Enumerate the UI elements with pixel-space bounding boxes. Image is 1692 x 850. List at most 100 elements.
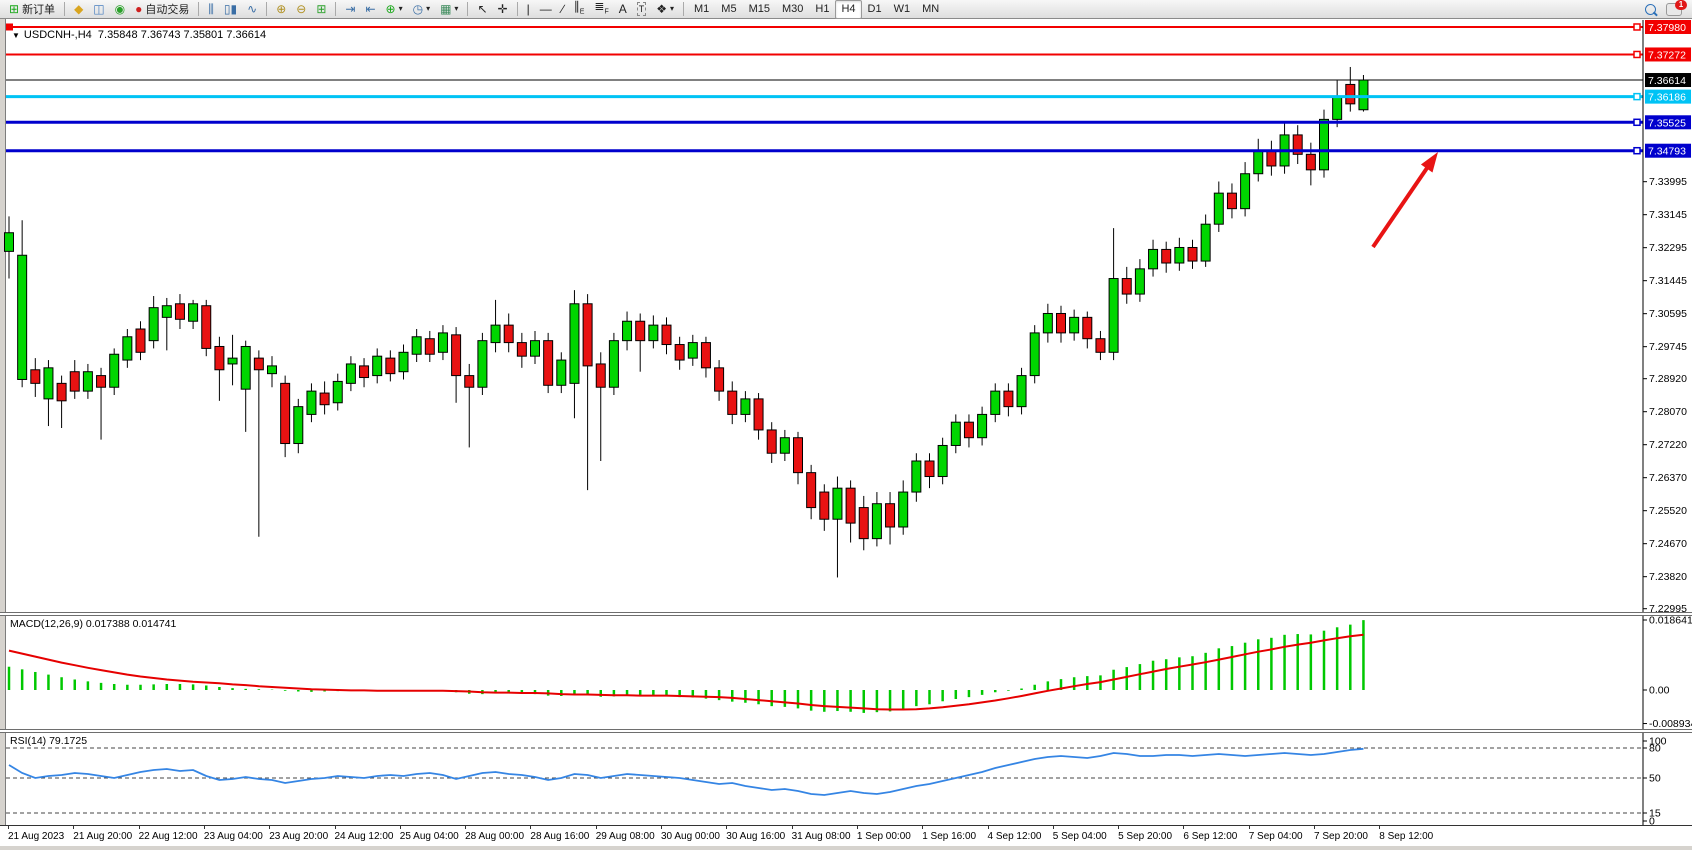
line-anchor-handle[interactable] [1633, 118, 1641, 127]
candle-bullish [990, 390, 1001, 415]
timeframe-button-w1[interactable]: W1 [893, 3, 911, 15]
fibonacci-icon: ≣F [594, 0, 609, 16]
candle-bullish [1332, 95, 1343, 120]
candle-bearish [464, 375, 475, 388]
cursor-icon: ↖ [477, 2, 488, 16]
rsi-axis-tick-label: 100 [1649, 736, 1667, 748]
candle-bullish [1213, 192, 1224, 225]
line-anchor-handle[interactable] [1633, 92, 1641, 101]
channel-icon: ∥E [573, 0, 585, 16]
separator [266, 2, 268, 16]
line-chart-mode-button[interactable]: ∿ [242, 0, 262, 19]
time-axis-label: 6 Sep 12:00 [1183, 831, 1238, 842]
price-chart-canvas[interactable]: 7.37980 7.37272 7.36186 7.35525 7.34793 7.366… [0, 20, 1692, 612]
line-anchor-handle[interactable] [1633, 50, 1641, 59]
chart-symbol-period: USDCNH-,H4 [23, 29, 92, 41]
candle-bullish [345, 363, 356, 384]
periods-button[interactable]: ◷ ▾ [408, 0, 436, 19]
horizontal-line-tool-button[interactable]: — [535, 0, 557, 19]
channel-tool-button[interactable]: ∥E [569, 0, 590, 19]
candle-bearish [661, 324, 672, 346]
candle-bearish [96, 375, 107, 388]
text-tool-button[interactable]: A [614, 0, 632, 19]
candle-bullish [530, 340, 540, 357]
chart-menu-icon[interactable]: ▼ [12, 31, 20, 40]
arrow-annotation-head[interactable] [1420, 152, 1438, 173]
time-axis[interactable]: 21 Aug 2023 21 Aug 20:00 22 Aug 12:00 23 Au… [0, 825, 1692, 847]
macd-axis-tick-label: 0.018641 [1649, 616, 1692, 627]
trendline-tool-button[interactable]: ∕ [557, 0, 569, 19]
candle-bearish [424, 338, 435, 355]
cursor-button[interactable]: ↖ [472, 0, 492, 19]
new-order-button[interactable]: ⊞ 新订单 [4, 0, 60, 19]
timeframe-button-m15[interactable]: M15 [748, 3, 770, 15]
signals-button[interactable]: ◉ [110, 0, 130, 19]
time-axis-label: 21 Aug 2023 [8, 831, 65, 842]
time-axis-tick [399, 826, 401, 829]
timeframe-button-m1[interactable]: M1 [694, 3, 710, 15]
candle-bullish [1042, 312, 1053, 334]
candle-bullish [950, 421, 961, 446]
candle-bearish [174, 303, 185, 320]
timeframe-button-mn[interactable]: MN [922, 3, 940, 15]
timeframe-button-d1[interactable]: D1 [867, 3, 882, 15]
price-line-label: 7.35525 [1648, 117, 1686, 129]
templates-button[interactable]: ▦ ▾ [435, 0, 463, 19]
timeframe-group: M1 M5 M15 M30 H1 H4 D1 W1 MN [688, 0, 945, 19]
zoom-out-button[interactable]: ⊖ [291, 0, 311, 19]
bar-chart-mode-button[interactable]: ⫼ [203, 0, 219, 19]
timeframe-button-h1[interactable]: H1 [815, 3, 830, 15]
fibonacci-tool-button[interactable]: ≣F [589, 0, 613, 19]
candlestick-mode-button[interactable]: ▯▮ [219, 0, 242, 19]
candle-bullish [1174, 246, 1185, 264]
macd-panel-canvas[interactable]: MACD(12,26,9) 0.017388 0.014741 0.018641 0… [0, 616, 1692, 729]
panel-separator[interactable] [0, 612, 1692, 616]
arrows-tool-button[interactable]: ❖ ▾ [651, 0, 679, 19]
candle-bearish [1187, 246, 1198, 262]
candle-bullish [1134, 268, 1145, 295]
time-axis-label: 23 Aug 04:00 [203, 831, 263, 842]
vertical-line-icon: | [526, 2, 530, 16]
timeframe-button-m5[interactable]: M5 [721, 3, 737, 15]
line-anchor-handle[interactable] [1633, 146, 1641, 155]
chart-shift-button[interactable]: ⇤ [360, 0, 380, 19]
navigator-button[interactable]: ◆ [69, 0, 88, 19]
timeframe-button-m30[interactable]: M30 [781, 3, 804, 15]
market-watch-button[interactable]: ◫ [88, 0, 109, 19]
candle-bearish [385, 357, 396, 375]
price-axis-tick-label: 7.32295 [1649, 242, 1687, 254]
candle-bullish [608, 340, 619, 388]
candle-bearish [858, 507, 869, 540]
candle-bearish [963, 421, 974, 439]
candle-bullish [122, 336, 133, 361]
current-price-label: 7.36614 [1648, 75, 1686, 87]
price-axis-tick-label: 7.25520 [1649, 505, 1687, 517]
arrow-annotation-shaft[interactable] [1371, 162, 1432, 249]
time-axis-label: 7 Sep 04:00 [1248, 831, 1303, 842]
timeframe-button-h4[interactable]: H4 [835, 0, 862, 19]
tile-windows-button[interactable]: ⊞ [311, 0, 331, 19]
auto-trading-button[interactable]: ● 自动交易 [130, 0, 194, 19]
line-anchor-handle[interactable] [1633, 23, 1641, 31]
line-anchor-handle[interactable] [6, 23, 13, 31]
candle-bullish [437, 332, 448, 353]
auto-scroll-button[interactable]: ⇥ [340, 0, 360, 19]
panel-separator[interactable] [0, 729, 1692, 733]
clock-icon: ◷ [412, 2, 424, 16]
candle-bearish [753, 398, 764, 431]
label-tool-button[interactable]: T [632, 0, 652, 19]
vertical-line-tool-button[interactable]: | [522, 0, 535, 19]
time-axis-tick [595, 826, 597, 829]
search-icon[interactable] [1645, 3, 1656, 15]
candle-bearish [69, 371, 80, 392]
indicators-button[interactable]: ⊕ ▾ [381, 0, 408, 19]
zoom-in-button[interactable]: ⊕ [271, 0, 291, 19]
candle-bullish [17, 254, 28, 380]
crosshair-button[interactable]: ✛ [493, 0, 513, 19]
candle-bearish [56, 382, 67, 402]
notification-icon[interactable]: 1 [1666, 0, 1687, 16]
candle-bullish [1253, 149, 1264, 175]
candle-bearish [451, 334, 462, 377]
text-icon: A [618, 2, 627, 16]
